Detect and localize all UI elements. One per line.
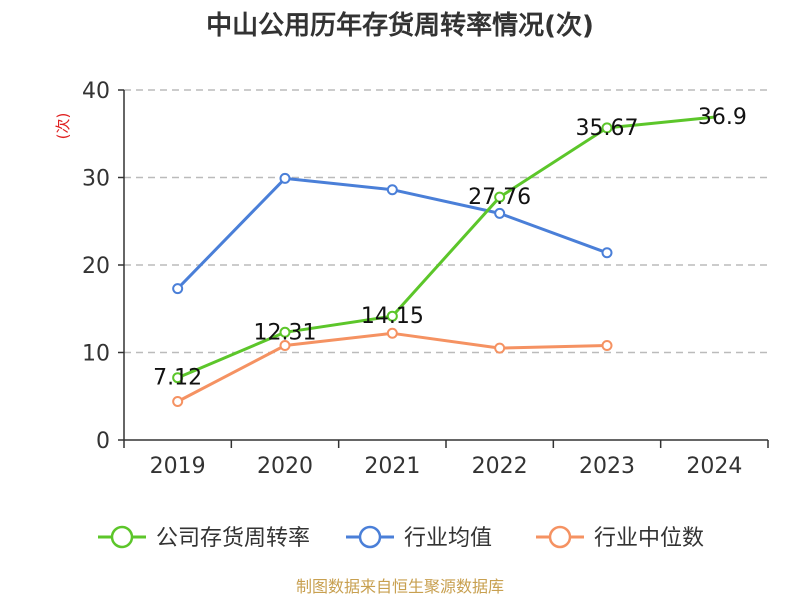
legend-label: 行业中位数 — [594, 526, 704, 551]
legend-swatch-marker — [548, 525, 572, 549]
y-tick-label: 30 — [82, 167, 110, 192]
x-tick-label: 2023 — [579, 454, 635, 479]
series-line — [177, 115, 715, 380]
data-point — [279, 326, 291, 338]
y-tick-label: 40 — [82, 79, 110, 104]
data-label: 7.12 — [153, 366, 202, 391]
data-point — [494, 207, 506, 219]
series-lines — [172, 115, 715, 407]
data-label: 35.67 — [576, 116, 639, 141]
legend-label: 公司存货周转率 — [156, 526, 310, 551]
x-tick-label: 2024 — [686, 454, 742, 479]
axes: 0 10 20 30 40 2019 2020 2021 2022 2023 2024 — [82, 79, 769, 479]
data-point — [494, 342, 506, 354]
legend: 公司存货周转率 行业均值 行业中位数 — [98, 525, 704, 551]
y-tick-label: 0 — [96, 429, 110, 454]
data-point — [386, 327, 398, 339]
data-point — [172, 396, 184, 407]
data-point — [494, 191, 506, 203]
data-point — [601, 122, 613, 134]
x-tick-label: 2022 — [472, 454, 528, 479]
data-label: 14.15 — [361, 304, 424, 329]
data-labels: 7.12 12.31 14.15 27.76 35.67 36.9 — [153, 105, 747, 391]
x-tick-label: 2020 — [257, 454, 313, 479]
legend-swatch-marker — [358, 525, 382, 549]
source-note: 制图数据来自恒生聚源数据库 — [296, 577, 504, 596]
data-label: 12.31 — [254, 320, 317, 345]
grid-lines — [124, 89, 768, 354]
data-point — [279, 340, 291, 351]
data-point — [601, 340, 613, 351]
data-point — [386, 184, 398, 196]
x-tick-label: 2021 — [364, 454, 420, 479]
data-point — [386, 310, 398, 322]
data-label: 27.76 — [468, 185, 531, 210]
chart-title: 中山公用历年存货周转率情况(次) — [206, 10, 594, 41]
data-point — [279, 172, 291, 184]
data-point — [172, 372, 184, 384]
data-point — [172, 283, 184, 295]
data-label: 36.9 — [698, 105, 747, 130]
series-line — [177, 331, 608, 403]
y-tick-label: 10 — [82, 342, 110, 367]
legend-label: 行业均值 — [404, 526, 492, 551]
y-axis-label: (次) — [54, 113, 72, 140]
y-tick-label: 20 — [82, 254, 110, 279]
x-tick-label: 2019 — [150, 454, 206, 479]
data-point — [601, 247, 613, 259]
legend-swatch-marker — [110, 525, 134, 549]
